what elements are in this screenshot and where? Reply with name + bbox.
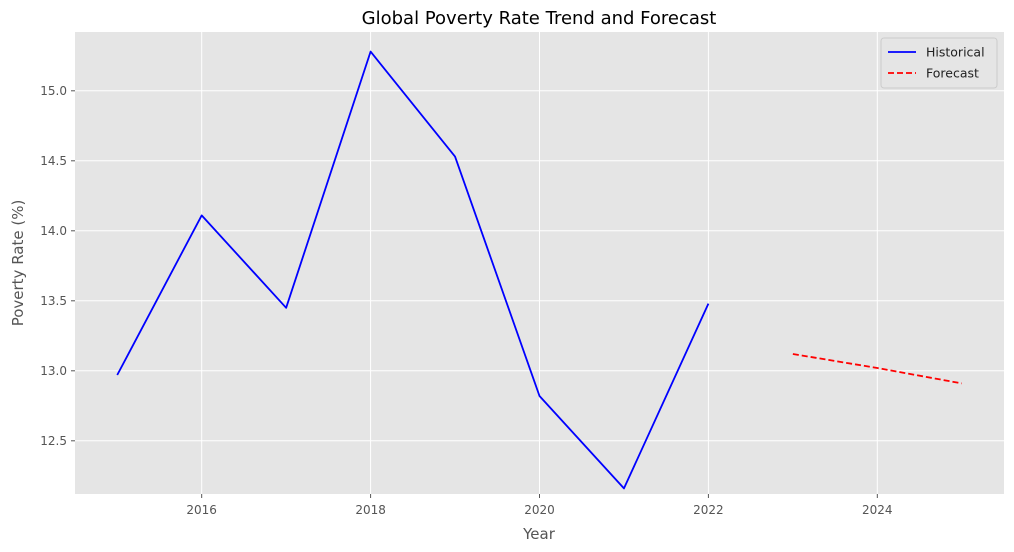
y-tick-label: 12.5	[40, 434, 67, 448]
grid-lines	[75, 32, 1004, 494]
x-tick-label: 2020	[524, 503, 555, 517]
x-axis-ticks: 2016 2018 2020 2022 2024	[186, 494, 893, 517]
x-tick-label: 2016	[186, 503, 217, 517]
legend-box	[880, 37, 998, 89]
legend-historical-label: Historical	[926, 45, 985, 60]
y-axis-label: Poverty Rate (%)	[9, 200, 27, 327]
x-tick-label: 2022	[693, 503, 724, 517]
y-tick-label: 14.5	[40, 154, 67, 168]
x-tick-label: 2024	[862, 503, 893, 517]
y-tick-label: 14.0	[40, 224, 67, 238]
chart-title: Global Poverty Rate Trend and Forecast	[362, 8, 717, 29]
x-axis-label: Year	[522, 525, 556, 543]
legend: Historical Forecast	[880, 37, 998, 89]
series-layer	[116, 50, 962, 490]
y-axis-ticks: 12.5 13.0 13.5 14.0 14.5 15.0	[40, 84, 75, 448]
series-line-historical	[116, 50, 710, 490]
y-tick-label: 13.5	[40, 294, 67, 308]
y-tick-label: 15.0	[40, 84, 67, 98]
x-tick-label: 2018	[355, 503, 386, 517]
y-tick-label: 13.0	[40, 364, 67, 378]
legend-forecast-label: Forecast	[926, 66, 979, 81]
